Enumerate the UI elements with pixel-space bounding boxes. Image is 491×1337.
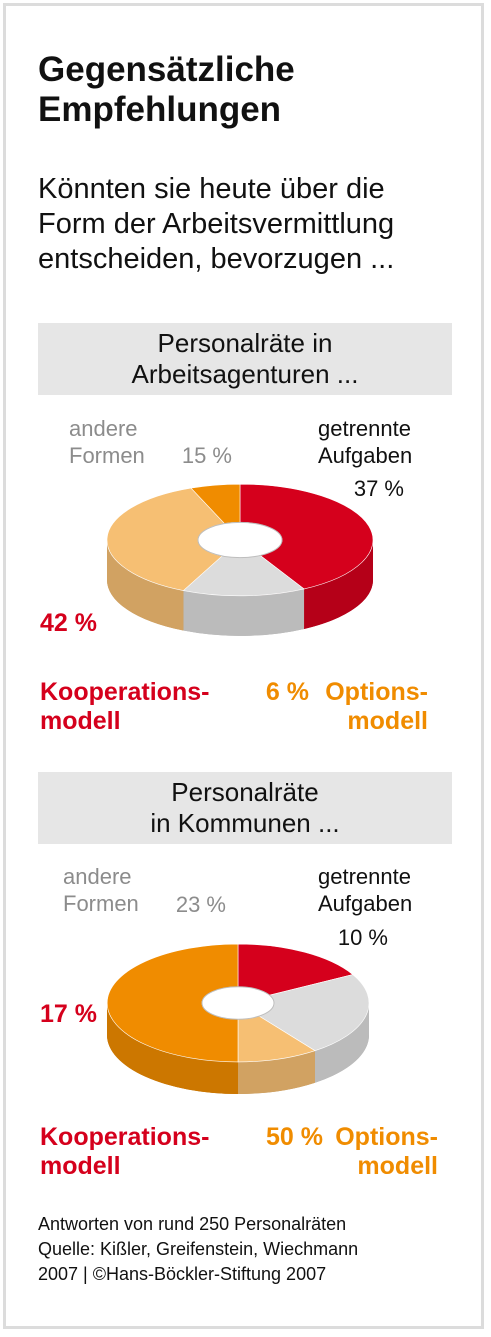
slice-percent-label: 23 % (176, 892, 226, 917)
slice-name-label: modell (40, 707, 121, 735)
figure-title: Gegensätzliche Empfehlungen (38, 50, 458, 130)
figure-title-line: Gegensätzliche (38, 50, 295, 89)
figure-question-line: Form der Arbeitsvermittlung (38, 208, 395, 240)
slice-name-label: Aufgaben (318, 891, 412, 916)
slice-name-label: Options- (325, 678, 428, 706)
figure-question: Könnten sie heute über die Form der Arbe… (38, 172, 478, 277)
chart-1-title-line: Arbeitsagenturen ... (131, 359, 359, 389)
chart-2-title-line: in Kommunen ... (150, 808, 340, 838)
slice-name-label: getrennte (318, 864, 411, 889)
slice-name-label: Kooperations- (40, 1123, 209, 1151)
slice-percent-label: 42 % (40, 609, 97, 637)
slice-percent-label: 50 % (266, 1123, 323, 1151)
figure-title-line: Empfehlungen (38, 90, 282, 129)
figure-frame (3, 3, 484, 1329)
slice-name-label: getrennte (318, 416, 411, 441)
slice-side (304, 540, 373, 629)
slice-name-label: Formen (63, 891, 139, 916)
slice-side (183, 588, 305, 636)
slice-name-label: Formen (69, 443, 145, 468)
slice-name-label: modell (347, 707, 428, 735)
slice-name-label: andere (69, 416, 138, 441)
slice-name-label: Options- (335, 1123, 438, 1151)
slice-name-label: Aufgaben (318, 443, 412, 468)
slice-percent-label: 17 % (40, 1000, 97, 1028)
slice-name-label: andere (63, 864, 132, 889)
slice-percent-label: 15 % (182, 443, 232, 468)
slice-percent-label: 10 % (338, 925, 388, 950)
slice-percent-label: 37 % (354, 476, 404, 501)
slice-side (314, 1003, 369, 1083)
source-note-line: Quelle: Kißler, Greifenstein, Wiechmann (38, 1239, 359, 1259)
source-note-line: 2007 | ©Hans-Böckler-Stiftung 2007 (38, 1264, 327, 1284)
slice-side (107, 540, 184, 631)
source-note-line: Antworten von rund 250 Personalräten (38, 1214, 347, 1234)
slice-side (107, 1003, 238, 1094)
donut-chart-2 (106, 943, 370, 1094)
slice-name-label: Kooperations- (40, 678, 209, 706)
slice-percent-label: 6 % (266, 678, 309, 706)
source-note: Antworten von rund 250 Personalräten Que… (38, 1212, 478, 1287)
donut-hole (197, 521, 283, 559)
slice-name-label: modell (357, 1152, 438, 1180)
slice-name-label: modell (40, 1152, 121, 1180)
chart-1-title-band: Personalräte in Arbeitsagenturen ... (38, 323, 452, 395)
chart-2-title-line: Personalräte (171, 777, 319, 807)
donut-chart-1 (106, 483, 374, 636)
donut-hole (201, 986, 275, 1020)
figure-question-line: entscheiden, bevorzugen ... (38, 243, 395, 275)
chart-1-title-line: Personalräte in (157, 328, 333, 358)
figure-question-line: Könnten sie heute über die (38, 173, 385, 205)
chart-2-title-band: Personalräte in Kommunen ... (38, 772, 452, 844)
